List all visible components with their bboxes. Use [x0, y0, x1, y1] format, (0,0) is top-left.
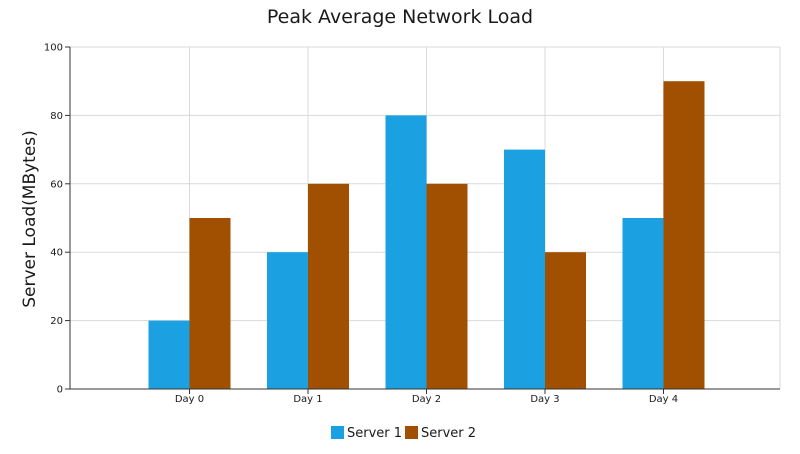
legend-label: Server 1: [347, 426, 402, 441]
x-tick-label: Day 2: [412, 394, 441, 405]
y-tick-label: 0: [57, 385, 63, 396]
y-tick-label: 60: [50, 179, 63, 190]
bar-server-2: [545, 252, 586, 389]
y-tick-label: 100: [44, 43, 63, 54]
axes: [65, 46, 780, 394]
legend-swatch: [405, 426, 418, 439]
bar-server-2: [426, 183, 468, 389]
bar-server-2: [189, 218, 231, 389]
bar-server-2: [663, 81, 705, 389]
x-tick-label: Day 1: [293, 394, 322, 405]
chart-title: Peak Average Network Load: [267, 6, 533, 28]
bar-server-1: [267, 252, 308, 389]
y-tick-label: 40: [50, 248, 63, 259]
bar-server-1: [504, 149, 545, 389]
x-tick-label: Day 4: [649, 394, 678, 405]
legend-label: Server 2: [421, 426, 476, 441]
y-tick-label: 20: [50, 316, 63, 327]
y-axis-label: Server Load(MBytes): [20, 130, 40, 308]
x-tick-label: Day 3: [530, 394, 559, 405]
bar-server-1: [148, 320, 190, 389]
y-tick-label: 80: [50, 111, 63, 122]
tick-labels: 0 20 40 60 80 100 Day 0 Day 1 Day 2 Day 3 Day 4: [44, 43, 678, 406]
x-tick-label: Day 0: [175, 394, 204, 405]
bar-server-2: [308, 183, 349, 389]
legend: Server 1 Server 2: [331, 426, 476, 441]
bars: [148, 81, 705, 390]
bar-server-1: [622, 218, 664, 389]
bar-server-1: [385, 115, 427, 390]
legend-swatch: [331, 426, 344, 439]
